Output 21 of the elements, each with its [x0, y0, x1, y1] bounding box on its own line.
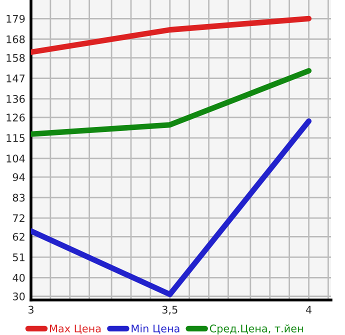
x-tick-label: 3,5: [162, 306, 178, 315]
x-tick-label: 3: [28, 306, 34, 314]
y-tick-label: 30: [12, 292, 25, 300]
legend-label: Max Цена: [50, 324, 101, 334]
y-tick-label: 62: [12, 232, 24, 241]
y-tick-label: 104: [6, 154, 25, 162]
y-tick-label: 115: [6, 134, 25, 142]
y-tick-label: 51: [12, 254, 24, 262]
x-tick-label: 4: [306, 306, 312, 314]
y-tick-label: 168: [6, 35, 25, 44]
y-tick-label: 179: [6, 14, 25, 23]
y-tick-label: 72: [13, 214, 24, 222]
legend-label: Min Цена: [132, 324, 180, 334]
legend-label: Сред.Цена, т.йен: [210, 324, 303, 334]
y-tick-label: 83: [12, 194, 25, 202]
y-tick-label: 147: [6, 74, 25, 82]
y-tick-label: 158: [6, 54, 25, 62]
y-tick-label: 94: [12, 173, 25, 182]
y-tick-label: 40: [12, 274, 25, 282]
y-tick-label: 126: [6, 114, 25, 122]
y-tick-label: 136: [6, 94, 25, 103]
